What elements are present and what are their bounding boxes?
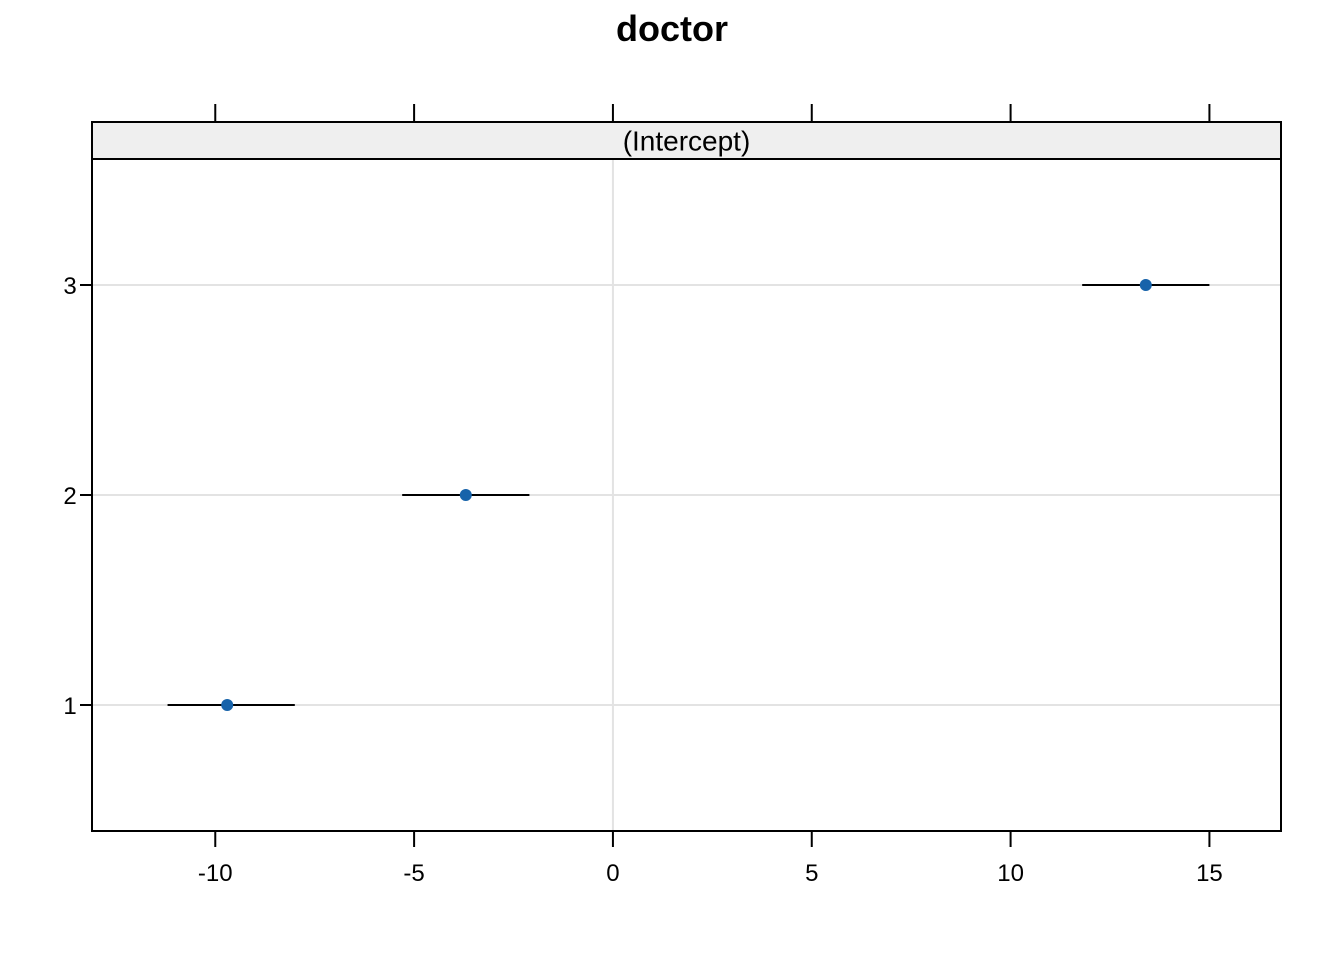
panel-strip-label: (Intercept) bbox=[623, 126, 751, 157]
x-tick-label: 0 bbox=[606, 860, 619, 887]
y-tick-label: 2 bbox=[63, 483, 76, 510]
x-tick-label: 10 bbox=[997, 860, 1024, 887]
data-point-3 bbox=[1139, 279, 1152, 291]
x-tick-label: -10 bbox=[198, 860, 233, 887]
axis-layer: -10 -5 0 5 10 15 1 2 3 bbox=[63, 104, 1223, 887]
data-point-1 bbox=[221, 699, 234, 711]
chart-title: doctor bbox=[616, 8, 728, 49]
x-tick-label: 5 bbox=[805, 860, 818, 887]
x-tick-label: 15 bbox=[1196, 860, 1223, 887]
y-tick-label: 3 bbox=[63, 273, 76, 300]
grid-layer bbox=[92, 159, 1281, 831]
data-layer bbox=[167, 279, 1210, 711]
data-point-2 bbox=[459, 489, 472, 501]
frame-layer: (Intercept) bbox=[91, 121, 1282, 832]
x-tick-label: -5 bbox=[403, 860, 424, 887]
y-tick-label: 1 bbox=[63, 693, 76, 720]
